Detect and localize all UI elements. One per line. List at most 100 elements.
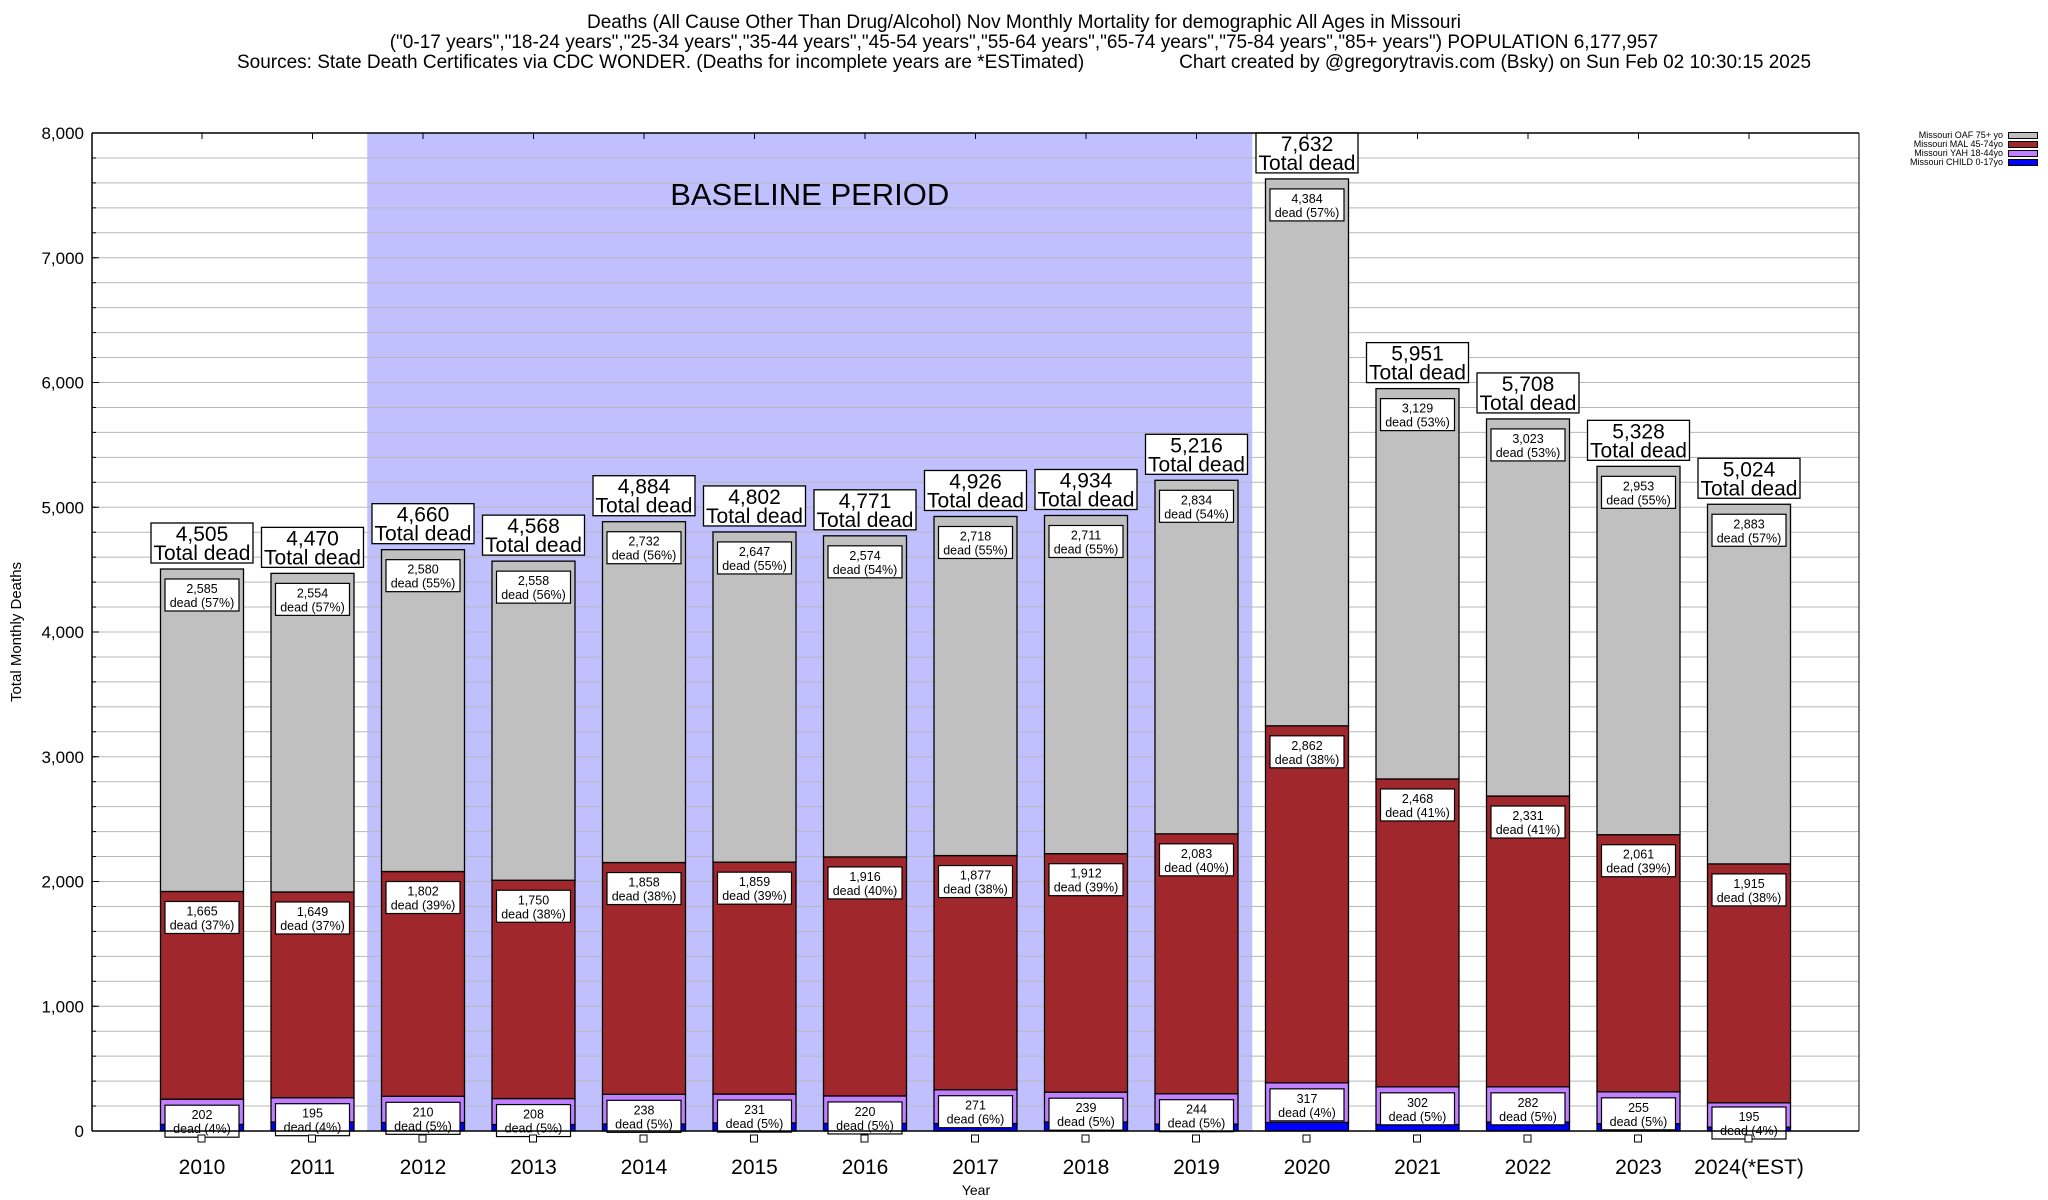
bar-segment-mal (1154, 833, 1239, 1095)
legend-swatch (2008, 132, 2038, 139)
segment-pct-label: dead (40%) (833, 884, 898, 898)
segment-label-box (1600, 844, 1677, 878)
total-suffix-label: Total dead (375, 523, 472, 546)
segment-pct-label: dead (39%) (1054, 881, 1119, 895)
legend-swatch (2008, 141, 2038, 148)
segment-pct-label: dead (55%) (391, 577, 456, 591)
bar-segment-oaf (601, 521, 687, 864)
child-value-marker (971, 1134, 979, 1143)
legend-item: Missouri YAH 18-44yo (1910, 149, 2038, 158)
segment-label-box (716, 871, 793, 905)
segment-label-box (385, 1101, 461, 1135)
segment-label-box (606, 871, 682, 906)
segment-value-label: 3,129 (1402, 402, 1433, 416)
chart-subtitle-age-groups: ("0-17 years","18-24 years","25-34 years… (389, 32, 1659, 53)
bar-segment-oaf (1043, 514, 1129, 855)
segment-pct-label: dead (5%) (1168, 1117, 1226, 1131)
total-value-label: 4,660 (397, 504, 450, 527)
segment-label-box (606, 531, 682, 565)
segment-value-label: 2,834 (1181, 493, 1212, 507)
segment-value-label: 2,732 (628, 535, 659, 549)
segment-label-box (716, 541, 793, 575)
segment-value-label: 1,915 (1733, 877, 1764, 891)
segment-pct-label: dead (41%) (1385, 806, 1450, 820)
segment-value-label: 210 (413, 1105, 434, 1119)
total-value-label: 4,568 (507, 515, 560, 538)
segment-label-box (164, 578, 240, 612)
x-tick-label: 2013 (510, 1156, 557, 1179)
legend-label: Missouri YAH 18-44yo (1914, 148, 2003, 158)
segment-pct-label: dead (6%) (947, 1113, 1005, 1127)
segment-pct-label: dead (5%) (394, 1119, 452, 1133)
segment-pct-label: dead (57%) (1275, 206, 1340, 220)
segment-pct-label: dead (53%) (1385, 416, 1450, 430)
total-label-box (1034, 468, 1138, 511)
segment-pct-label: dead (5%) (836, 1119, 894, 1133)
segment-pct-label: dead (5%) (1057, 1115, 1115, 1129)
segment-pct-label: dead (5%) (505, 1122, 563, 1136)
x-tick-label: 2023 (1615, 1156, 1662, 1179)
segment-pct-label: dead (54%) (1164, 507, 1229, 521)
segment-value-label: 2,718 (960, 529, 991, 543)
y-axis-title: Total Monthly Deaths (8, 562, 25, 702)
segment-label-box (937, 864, 1014, 899)
bar-segment-oaf (712, 531, 797, 863)
segment-pct-label: dead (38%) (612, 890, 677, 904)
segment-value-label: 1,916 (849, 870, 880, 884)
x-tick-label: 2012 (400, 1156, 447, 1179)
bar-segment-mal (1375, 778, 1460, 1088)
x-tick-label: 2014 (621, 1156, 668, 1179)
segment-label-box (1490, 428, 1566, 462)
bar-segment-mal (1596, 834, 1681, 1093)
legend-item: Missouri CHILD 0-17yo (1910, 158, 2038, 167)
x-tick-label: 2017 (952, 1156, 999, 1179)
legend-swatch (2008, 159, 2038, 166)
bar-segment-oaf (1485, 418, 1571, 797)
segment-pct-label: dead (55%) (722, 559, 787, 573)
segment-value-label: 2,862 (1291, 739, 1322, 753)
segment-pct-label: dead (55%) (943, 543, 1008, 557)
segment-value-label: 2,468 (1402, 792, 1433, 806)
y-tick-label: 2,000 (41, 873, 84, 892)
child-value-marker (529, 1134, 537, 1143)
total-value-label: 4,934 (1060, 469, 1113, 492)
segment-value-label: 2,711 (1071, 528, 1101, 542)
segment-pct-label: dead (5%) (1499, 1110, 1557, 1124)
segment-pct-label: dead (37%) (280, 919, 345, 933)
total-label-box (1144, 433, 1249, 475)
segment-label-box (1490, 1092, 1566, 1126)
child-value-marker (860, 1134, 869, 1143)
y-tick-label: 4,000 (41, 623, 84, 642)
segment-label-box (827, 545, 903, 579)
chart-title: Deaths (All Cause Other Than Drug/Alcoho… (586, 12, 1462, 33)
segment-value-label: 195 (1739, 1110, 1760, 1124)
segment-label-box (1711, 1106, 1787, 1140)
bar-segment-child (1375, 1123, 1460, 1132)
baseline-period-label: BASELINE PERIOD (670, 177, 949, 212)
y-tick-label: 3,000 (41, 748, 84, 767)
segment-value-label: 255 (1628, 1101, 1649, 1115)
total-suffix-label: Total dead (927, 489, 1024, 512)
segment-pct-label: dead (38%) (501, 907, 566, 921)
x-tick-label: 2016 (842, 1156, 889, 1179)
segment-value-label: 2,083 (1181, 847, 1212, 861)
child-value-marker (1081, 1134, 1090, 1143)
x-axis-title: Year (962, 1182, 991, 1198)
segment-pct-label: dead (39%) (1606, 862, 1671, 876)
segment-value-label: 2,554 (297, 586, 328, 600)
total-suffix-label: Total dead (1701, 477, 1798, 500)
segment-value-label: 2,574 (849, 549, 880, 563)
x-tick-label: 2024(*EST) (1694, 1156, 1804, 1179)
bar-segment-oaf (270, 572, 355, 893)
x-tick-label: 2022 (1505, 1156, 1552, 1179)
segment-label-box (937, 525, 1014, 560)
segment-pct-label: dead (57%) (1717, 531, 1782, 545)
segment-pct-label: dead (4%) (1278, 1106, 1336, 1120)
